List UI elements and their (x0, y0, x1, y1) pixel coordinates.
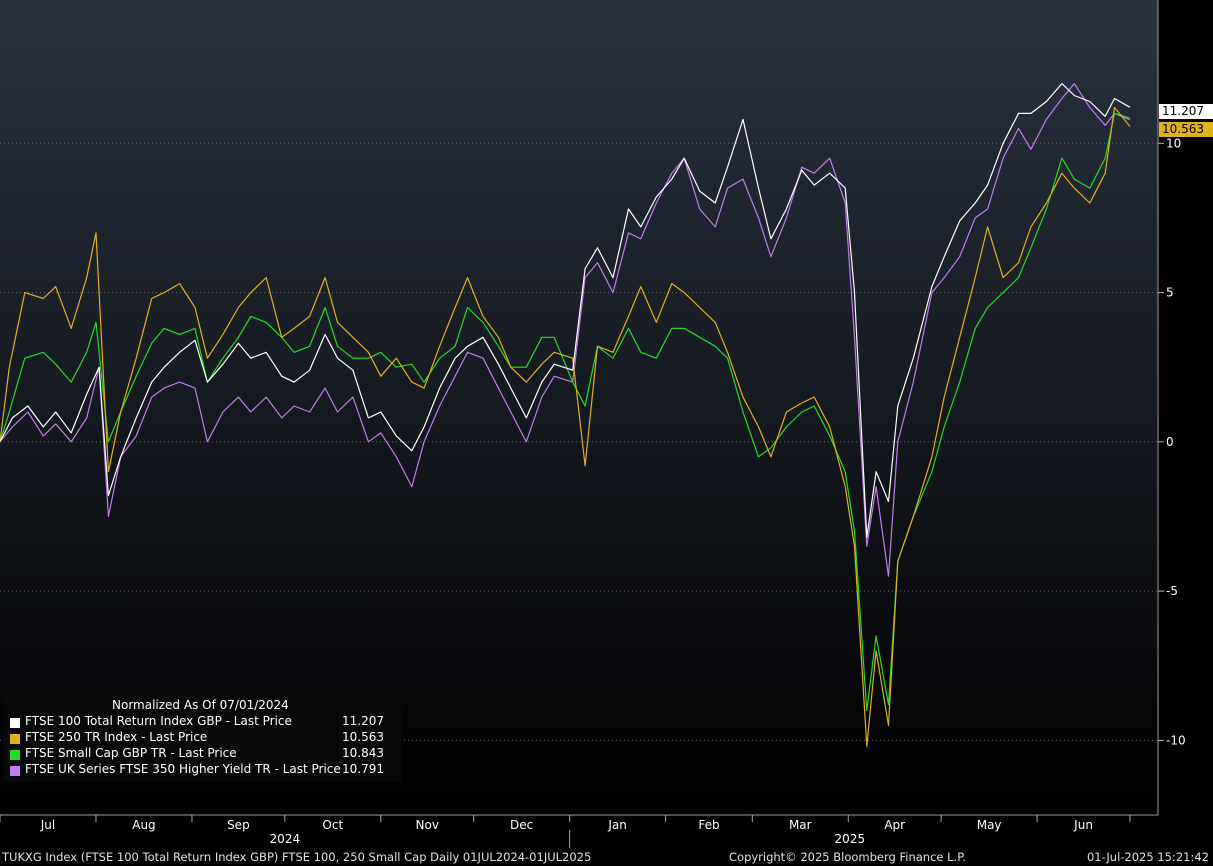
x-year-label: 2025 (835, 832, 866, 846)
legend-entry-name: FTSE UK Series FTSE 350 Higher Yield TR … (25, 762, 341, 776)
x-tick-label: Oct (322, 818, 343, 832)
legend-entry-value: 10.563 (342, 730, 384, 744)
x-tick-label: Feb (698, 818, 719, 832)
legend: Normalized As Of 07/01/2024 FTSE 100 Tot… (4, 690, 402, 782)
legend-entry-name: FTSE 100 Total Return Index GBP - Last P… (25, 714, 292, 728)
footer: TUKXG Index (FTSE 100 Total Return Index… (0, 848, 1213, 866)
legend-entry-value: 11.207 (342, 714, 384, 728)
x-tick-label: Jan (607, 818, 627, 832)
series-line (0, 112, 1131, 712)
x-tick-label: Aug (132, 818, 155, 832)
footer-description: TUKXG Index (FTSE 100 Total Return Index… (2, 850, 592, 864)
series-line (0, 106, 1131, 747)
x-tick-label: Mar (789, 818, 812, 832)
y-tick-label: -10 (1166, 733, 1186, 747)
y-tick-label: 10 (1166, 136, 1181, 150)
axes: -10 -5 0 5 10 Jul Aug Sep Oct Nov Dec Jan Feb Mar Apr M… (0, 0, 1186, 848)
x-tick-label: Dec (510, 818, 533, 832)
end-tag-ftse250: 10.563 (1159, 122, 1213, 137)
x-tick-label: Sep (227, 818, 250, 832)
x-year-label: 2024 (270, 832, 301, 846)
series-lines (0, 83, 1131, 747)
legend-entry: FTSE Small Cap GBP TR - Last Price 10.843 (10, 746, 396, 762)
x-tick-label: Jul (40, 818, 55, 832)
plot-background (0, 0, 1158, 815)
x-tick-label: Jun (1073, 818, 1093, 832)
y-tick-label: -5 (1166, 584, 1178, 598)
x-tick-label: Nov (416, 818, 439, 832)
legend-entry-name: FTSE Small Cap GBP TR - Last Price (25, 746, 237, 760)
x-tick-label: May (977, 818, 1002, 832)
y-tick-label: 5 (1166, 286, 1174, 300)
legend-title: Normalized As Of 07/01/2024 (112, 698, 289, 712)
y-tick-label: 0 (1166, 435, 1174, 449)
footer-copyright: Copyright© 2025 Bloomberg Finance L.P. (729, 850, 966, 864)
legend-entry: FTSE UK Series FTSE 350 Higher Yield TR … (10, 762, 396, 778)
legend-entry-value: 10.843 (342, 746, 384, 760)
footer-timestamp: 01-Jul-2025 15:21:42 (1086, 850, 1209, 864)
legend-entry-value: 10.791 (342, 762, 384, 776)
legend-entry: FTSE 100 Total Return Index GBP - Last P… (10, 714, 396, 730)
x-tick-label: Apr (884, 818, 905, 832)
legend-entry-name: FTSE 250 TR Index - Last Price (25, 730, 208, 744)
series-line (0, 83, 1131, 538)
legend-entry: FTSE 250 TR Index - Last Price 10.563 (10, 730, 396, 746)
end-tag-ftse100: 11.207 (1159, 104, 1213, 119)
